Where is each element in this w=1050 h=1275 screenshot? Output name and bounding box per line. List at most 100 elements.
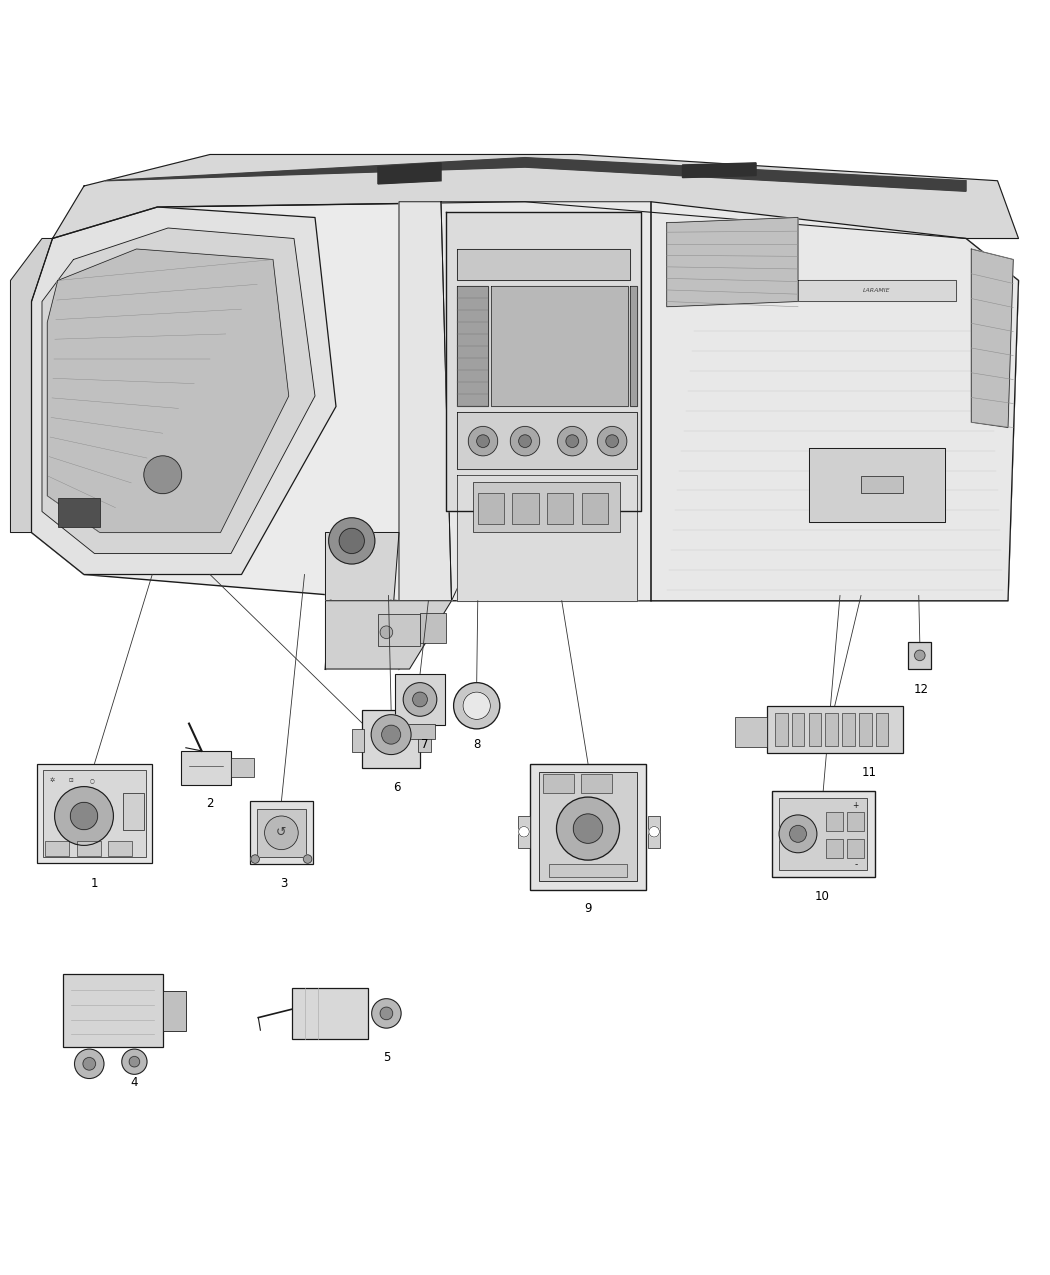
Text: ⊡: ⊡ <box>68 778 72 783</box>
Polygon shape <box>32 207 336 575</box>
Polygon shape <box>457 412 637 469</box>
Text: 11: 11 <box>862 765 877 779</box>
Bar <box>45 842 69 856</box>
Bar <box>37 764 152 863</box>
Polygon shape <box>457 286 488 407</box>
Text: -: - <box>854 859 858 868</box>
Circle shape <box>558 426 587 456</box>
Bar <box>826 812 843 831</box>
Bar <box>581 774 612 793</box>
Circle shape <box>329 518 375 564</box>
Circle shape <box>519 826 529 836</box>
Circle shape <box>649 826 659 836</box>
Bar <box>231 759 254 778</box>
Polygon shape <box>399 201 452 601</box>
Bar <box>420 613 446 643</box>
Text: 9: 9 <box>584 903 592 915</box>
Bar <box>766 706 903 754</box>
Text: 5: 5 <box>382 1051 391 1065</box>
Bar <box>352 729 364 752</box>
Circle shape <box>339 528 364 553</box>
Circle shape <box>573 813 603 843</box>
Polygon shape <box>52 154 1018 238</box>
Bar <box>512 492 539 524</box>
Bar <box>847 812 864 831</box>
Circle shape <box>463 692 490 719</box>
Text: ↺: ↺ <box>276 826 287 839</box>
Text: 2: 2 <box>206 797 214 810</box>
Polygon shape <box>32 201 1018 601</box>
Bar <box>808 713 821 746</box>
Text: 1: 1 <box>90 877 99 890</box>
Bar <box>859 713 872 746</box>
Bar <box>181 751 231 784</box>
Bar <box>549 864 627 877</box>
Circle shape <box>380 626 393 639</box>
Circle shape <box>519 435 531 448</box>
Circle shape <box>129 1057 140 1067</box>
Circle shape <box>606 435 618 448</box>
Bar <box>77 842 101 856</box>
Circle shape <box>83 1057 96 1070</box>
Circle shape <box>915 650 925 660</box>
Bar <box>861 476 903 492</box>
Bar <box>847 839 864 858</box>
Text: ✲: ✲ <box>49 778 55 783</box>
Circle shape <box>413 692 427 706</box>
Bar <box>292 988 368 1039</box>
Circle shape <box>372 998 401 1028</box>
Polygon shape <box>651 201 1018 601</box>
Circle shape <box>790 825 806 843</box>
Bar <box>826 839 843 858</box>
Bar <box>63 974 163 1047</box>
Polygon shape <box>798 280 956 301</box>
Bar <box>772 790 875 877</box>
Text: ○: ○ <box>89 778 94 783</box>
Polygon shape <box>42 228 315 553</box>
Bar <box>648 816 660 848</box>
Polygon shape <box>808 449 945 521</box>
Bar <box>825 713 838 746</box>
Bar <box>58 497 100 528</box>
Bar <box>395 674 445 724</box>
Polygon shape <box>441 201 651 601</box>
Bar <box>405 724 435 740</box>
Text: 4: 4 <box>130 1076 139 1089</box>
Circle shape <box>380 1007 393 1020</box>
Polygon shape <box>378 163 441 184</box>
Circle shape <box>372 715 412 755</box>
Circle shape <box>510 426 540 456</box>
Polygon shape <box>971 249 1013 427</box>
Text: 3: 3 <box>279 877 288 890</box>
Text: LARAMIE: LARAMIE <box>863 288 890 293</box>
Bar <box>250 801 313 864</box>
Circle shape <box>556 797 619 861</box>
Text: 6: 6 <box>393 782 401 794</box>
Circle shape <box>70 802 98 830</box>
Circle shape <box>303 854 312 863</box>
Polygon shape <box>667 218 798 307</box>
Polygon shape <box>10 238 52 533</box>
Bar <box>876 713 888 746</box>
Polygon shape <box>491 286 628 407</box>
Circle shape <box>566 435 579 448</box>
Polygon shape <box>446 212 640 511</box>
Bar <box>539 771 637 881</box>
Bar <box>518 816 530 848</box>
Circle shape <box>251 854 259 863</box>
Bar <box>775 713 788 746</box>
Text: 12: 12 <box>914 682 928 696</box>
Circle shape <box>75 1049 104 1079</box>
Bar <box>547 492 573 524</box>
Polygon shape <box>457 474 637 601</box>
Bar <box>543 774 574 793</box>
Circle shape <box>403 682 437 717</box>
Bar <box>378 615 420 646</box>
Polygon shape <box>326 601 452 669</box>
Bar <box>779 798 867 870</box>
Bar <box>582 492 608 524</box>
Polygon shape <box>105 158 966 191</box>
Bar <box>163 992 186 1031</box>
Bar <box>472 482 620 533</box>
Circle shape <box>265 816 298 849</box>
